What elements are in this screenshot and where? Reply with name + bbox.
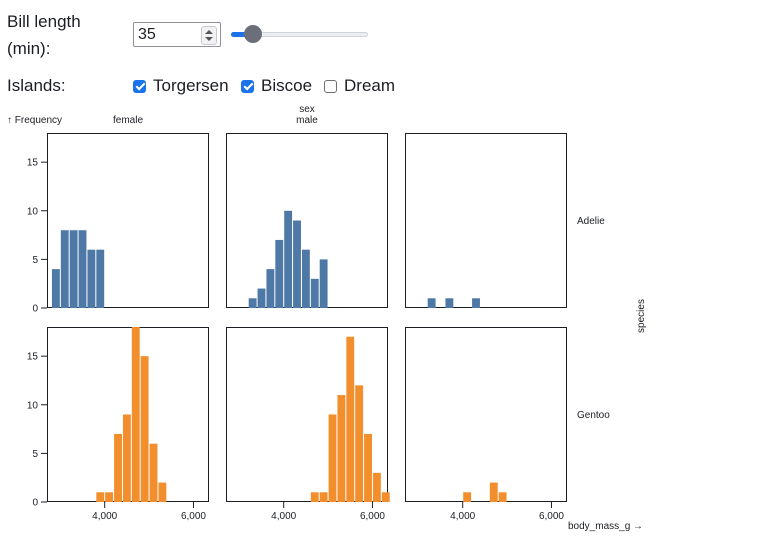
histogram-bar <box>328 414 337 502</box>
histogram-bar <box>427 298 436 308</box>
bill-length-label: Bill length (min): <box>7 12 81 58</box>
checkbox-torgersen[interactable] <box>133 79 146 93</box>
histogram-bar <box>105 492 114 502</box>
histogram-bar <box>337 395 346 502</box>
histogram-bar <box>498 492 507 502</box>
y-tick-label: 5 <box>32 255 38 266</box>
facet-panel <box>405 327 567 502</box>
y-tick-label: 10 <box>27 400 39 411</box>
histogram-bar <box>51 269 60 308</box>
histogram-bar <box>149 443 158 502</box>
number-spinner-icon[interactable] <box>201 26 217 45</box>
histogram-bar <box>310 278 319 308</box>
panel-frame <box>405 327 567 502</box>
column-label: male <box>296 115 318 126</box>
checkbox-label-torgersen: Torgersen <box>153 76 229 95</box>
histogram-bar <box>131 327 140 502</box>
y-tick-label: 15 <box>27 158 39 169</box>
histogram-bar <box>463 492 472 502</box>
column-label: female <box>113 115 143 126</box>
histogram-bar <box>364 433 372 502</box>
histogram-bar <box>310 492 319 502</box>
checkbox-label-dream: Dream <box>344 76 396 95</box>
histogram-bar <box>96 249 105 308</box>
histogram-bar <box>489 482 498 502</box>
y-tick-label: 0 <box>32 304 38 315</box>
row-label: Gentoo <box>577 410 610 421</box>
histogram-bar <box>319 259 328 308</box>
histogram-bar <box>248 298 257 308</box>
histogram-bar <box>114 433 122 502</box>
facet-panel <box>226 327 390 502</box>
histogram-bar <box>78 230 87 308</box>
x-axis-label: body_mass_g → <box>568 521 643 532</box>
histogram-bar <box>122 414 131 502</box>
checkbox-label-biscoe: Biscoe <box>261 76 313 95</box>
y-axis-label: ↑ Frequency <box>7 115 62 126</box>
histogram-bar <box>69 230 78 308</box>
fy-axis-label: species <box>636 299 647 333</box>
island-option-biscoe[interactable]: Biscoe <box>241 76 313 95</box>
island-option-torgersen[interactable]: Torgersen <box>133 76 229 95</box>
panel-frame <box>226 327 388 502</box>
histogram-bar <box>445 298 454 308</box>
x-tick-label: 4,000 <box>450 511 475 522</box>
histogram-bar <box>158 482 167 502</box>
histogram-bar <box>381 492 390 502</box>
histogram-bar <box>284 210 293 308</box>
checkbox-dream[interactable] <box>324 79 337 93</box>
y-tick-label: 5 <box>32 449 38 460</box>
x-tick-label: 6,000 <box>360 511 385 522</box>
x-tick-label: 6,000 <box>181 511 206 522</box>
histogram-bar <box>346 336 355 502</box>
histogram-bar <box>96 492 105 502</box>
facet-panel <box>226 133 388 308</box>
row-label: Adelie <box>577 216 605 227</box>
checkbox-biscoe[interactable] <box>241 79 254 93</box>
y-tick-label: 0 <box>32 498 38 509</box>
facet-panel <box>47 327 209 502</box>
island-option-dream[interactable]: Dream <box>324 76 396 95</box>
slider-fill <box>231 32 253 37</box>
histogram-bar <box>87 249 96 308</box>
facet-panel <box>47 133 209 308</box>
histogram-bar <box>301 249 310 308</box>
islands-label: Islands: <box>7 76 66 95</box>
histogram-bar <box>275 239 284 308</box>
bill-length-value: 35 <box>138 26 156 43</box>
y-tick-label: 10 <box>27 206 39 217</box>
histogram-bar <box>355 385 364 502</box>
x-tick-label: 4,000 <box>271 511 296 522</box>
panel-frame <box>47 133 209 308</box>
fx-axis-label: sex <box>299 104 315 115</box>
y-tick-label: 15 <box>27 352 39 363</box>
histogram-bar <box>257 288 266 308</box>
facet-panel <box>405 133 567 308</box>
bill-length-input[interactable]: 35 <box>133 22 221 47</box>
slider-thumb[interactable] <box>243 25 262 43</box>
x-tick-label: 4,000 <box>92 511 117 522</box>
histogram-bar <box>472 298 480 308</box>
panel-frame <box>405 133 567 308</box>
histogram-bar <box>372 472 381 502</box>
histogram-bar <box>319 492 328 502</box>
histogram-bar <box>266 269 275 308</box>
histogram-bar <box>293 220 301 308</box>
x-tick-label: 6,000 <box>539 511 564 522</box>
histogram-bar <box>60 230 69 308</box>
bill-length-slider[interactable] <box>231 25 368 43</box>
histogram-bar <box>140 356 149 502</box>
